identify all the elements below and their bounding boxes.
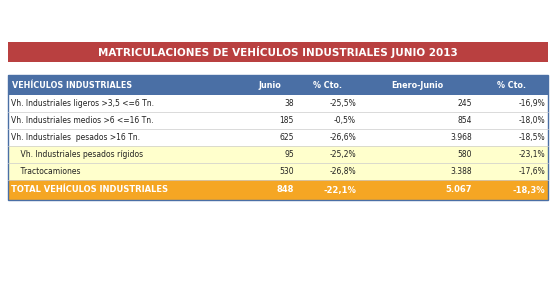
Text: % Cto.: % Cto. xyxy=(497,80,526,90)
FancyBboxPatch shape xyxy=(8,95,548,112)
Text: 185: 185 xyxy=(280,116,294,125)
Text: -25,2%: -25,2% xyxy=(329,150,356,159)
Text: Enero-Junio: Enero-Junio xyxy=(391,80,443,90)
FancyBboxPatch shape xyxy=(8,129,548,146)
Text: -18,5%: -18,5% xyxy=(518,133,545,142)
Text: -22,1%: -22,1% xyxy=(323,186,356,194)
Text: 5.067: 5.067 xyxy=(445,186,472,194)
Text: Junio: Junio xyxy=(259,80,281,90)
Text: 3.388: 3.388 xyxy=(450,167,472,176)
FancyBboxPatch shape xyxy=(8,42,548,62)
Text: -26,8%: -26,8% xyxy=(329,167,356,176)
FancyBboxPatch shape xyxy=(8,112,548,129)
Text: 854: 854 xyxy=(458,116,472,125)
Text: 580: 580 xyxy=(458,150,472,159)
Text: 95: 95 xyxy=(284,150,294,159)
FancyBboxPatch shape xyxy=(8,146,548,163)
Text: -18,3%: -18,3% xyxy=(513,186,545,194)
Text: Vh. Industriales medios >6 <=16 Tn.: Vh. Industriales medios >6 <=16 Tn. xyxy=(11,116,153,125)
Text: -23,1%: -23,1% xyxy=(518,150,545,159)
Text: 38: 38 xyxy=(284,99,294,108)
Text: -26,6%: -26,6% xyxy=(329,133,356,142)
FancyBboxPatch shape xyxy=(8,180,548,200)
Text: Vh. Industriales  pesados >16 Tn.: Vh. Industriales pesados >16 Tn. xyxy=(11,133,140,142)
Text: Vh. Industriales pesados rígidos: Vh. Industriales pesados rígidos xyxy=(11,150,143,159)
Text: -25,5%: -25,5% xyxy=(329,99,356,108)
Text: TOTAL VEHÍCULOS INDUSTRIALES: TOTAL VEHÍCULOS INDUSTRIALES xyxy=(11,186,168,194)
Text: -16,9%: -16,9% xyxy=(518,99,545,108)
Text: 530: 530 xyxy=(279,167,294,176)
Text: % Cto.: % Cto. xyxy=(314,80,342,90)
FancyBboxPatch shape xyxy=(8,75,548,95)
FancyBboxPatch shape xyxy=(8,163,548,180)
Text: 245: 245 xyxy=(458,99,472,108)
Text: -17,6%: -17,6% xyxy=(518,167,545,176)
Text: 848: 848 xyxy=(276,186,294,194)
Text: 3.968: 3.968 xyxy=(450,133,472,142)
Text: MATRICULACIONES DE VEHÍCULOS INDUSTRIALES JUNIO 2013: MATRICULACIONES DE VEHÍCULOS INDUSTRIALE… xyxy=(98,46,458,58)
Text: Tractocamiones: Tractocamiones xyxy=(11,167,81,176)
Text: -18,0%: -18,0% xyxy=(518,116,545,125)
Text: VEHÍCULOS INDUSTRIALES: VEHÍCULOS INDUSTRIALES xyxy=(12,80,132,90)
Text: Vh. Industriales ligeros >3,5 <=6 Tn.: Vh. Industriales ligeros >3,5 <=6 Tn. xyxy=(11,99,154,108)
Text: -0,5%: -0,5% xyxy=(334,116,356,125)
Text: 625: 625 xyxy=(280,133,294,142)
